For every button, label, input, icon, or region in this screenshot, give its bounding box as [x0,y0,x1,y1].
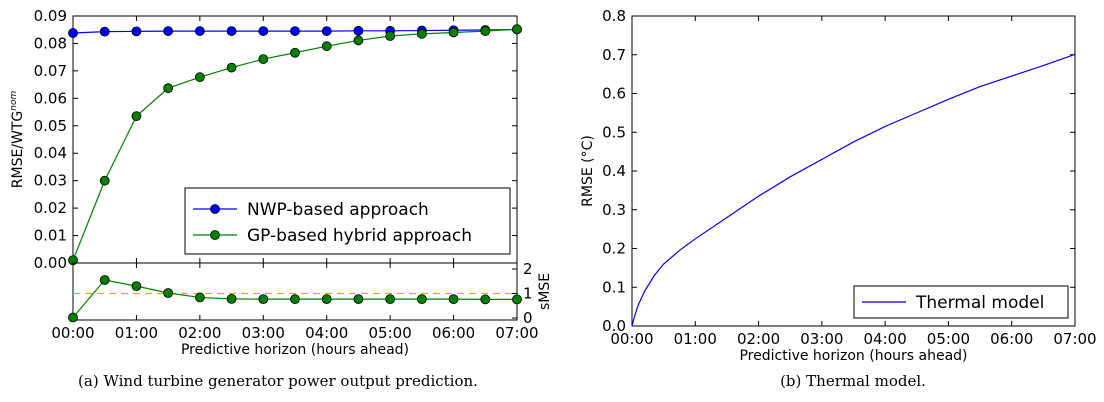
y-tick-label: 0.04 [34,144,67,162]
y-tick-label: 0.01 [34,227,67,245]
y-axis-label: RMSE (°C) [580,135,596,207]
y-tick-label: 0.06 [34,89,67,107]
data-point [416,28,427,39]
data-point [290,47,300,58]
x-tick-label: 03:00 [800,330,843,348]
x-tick-label: 02:00 [178,324,221,342]
x-tick-label: 00:00 [51,324,94,342]
legend-label: Thermal model [915,293,1044,313]
data-point [416,294,427,305]
legend-label: NWP-based approach [247,200,429,220]
x-tick-label: 02:00 [737,330,780,348]
data-point [226,62,237,73]
data-point [99,26,110,37]
x-tick-label: 05:00 [369,324,412,342]
x-axis-label: Predictive horizon (hours ahead) [181,342,409,358]
series-line-thermal [631,53,1076,327]
x-tick-label: 04:00 [305,324,348,342]
data-point [353,25,364,36]
data-point [480,294,491,305]
x-axis-label: Predictive horizon (hours ahead) [739,348,967,364]
data-point [258,54,269,64]
axes-frame [631,15,1076,327]
data-point [194,26,205,36]
y-tick-label: 0.05 [34,117,67,135]
data-point [321,41,332,52]
x-tick-label: 06:00 [990,330,1033,348]
legend-label: GP-based hybrid approach [247,226,472,246]
y-tick-label: 0.8 [602,7,626,25]
data-point [194,72,205,83]
data-point [131,26,142,37]
data-point [512,294,522,305]
x-tick-label: 00:00 [610,330,653,348]
y-tick-label: 0.4 [602,162,626,180]
y-tick-label: 0.7 [602,46,626,64]
data-point [68,28,78,38]
y-tick-label: 0.1 [602,278,626,296]
legend-box [184,187,511,255]
data-point [448,27,459,38]
y-tick-label: 0.3 [602,201,626,219]
x-tick-label: 04:00 [864,330,907,348]
y-tick-label: 0.09 [34,7,67,25]
y-tick-label: 0.08 [34,34,67,52]
data-point [163,83,174,94]
data-point [68,312,78,323]
data-point [290,26,300,36]
data-point [163,26,174,36]
data-point [258,26,269,36]
x-tick-label: 05:00 [927,330,970,348]
data-point [131,281,142,292]
y-tick-label: 0.02 [34,199,67,217]
x-tick-label: 01:00 [115,324,158,342]
data-point [321,26,332,36]
data-point [385,294,396,305]
y-tick-label: 2 [523,260,533,278]
x-tick-label: 07:00 [1053,330,1096,348]
data-point [290,294,300,305]
y-tick-label: 0.07 [34,62,67,80]
x-tick-label: 01:00 [674,330,717,348]
data-point [480,26,491,36]
data-point [99,275,110,285]
data-point [226,293,237,304]
y-tick-label: 0.2 [602,240,626,258]
data-point [194,292,205,303]
data-point [353,35,364,46]
data-point [385,31,396,41]
x-tick-label: 07:00 [495,324,538,342]
axes-frame [72,262,518,321]
caption-a: (a) Wind turbine generator power output … [78,372,478,390]
x-tick-label: 03:00 [242,324,285,342]
y-tick-label: 0.6 [602,85,626,103]
caption-b: (b) Thermal model. [780,372,926,390]
data-point [448,294,459,305]
legend-marker [210,230,220,240]
y-tick-label: 0.5 [602,123,626,141]
data-point [131,111,142,122]
data-point [163,288,174,298]
data-point [258,294,269,305]
x-tick-label: 06:00 [432,324,475,342]
data-point [226,26,237,36]
data-point [512,24,522,35]
y-tick-label: 0.03 [34,172,67,190]
data-point [353,294,364,305]
data-point [321,294,332,305]
y-axis-label: RMSE/WTGnom [9,91,26,189]
y-tick-label: 0.0 [602,317,626,335]
y-tick-label: 0.00 [34,254,67,272]
panel-b-plot: 0.0 0.1 0.2 0.3 0.4 0.5 0.6 0.7 0.8 00:00 01:00 02:… [580,7,1097,364]
data-point [99,175,110,186]
y-tick-label: 0 [523,309,533,327]
panel-a-top-plot: 0.00 0.01 0.02 0.03 0.04 0.05 0.06 0.07 0.08 0.09… [9,7,522,272]
y-axis-label-sup: nom [9,91,19,111]
y-axis-label: sMSE [537,273,553,310]
y-tick-label: 1 [523,285,533,303]
legend-marker [210,204,220,214]
